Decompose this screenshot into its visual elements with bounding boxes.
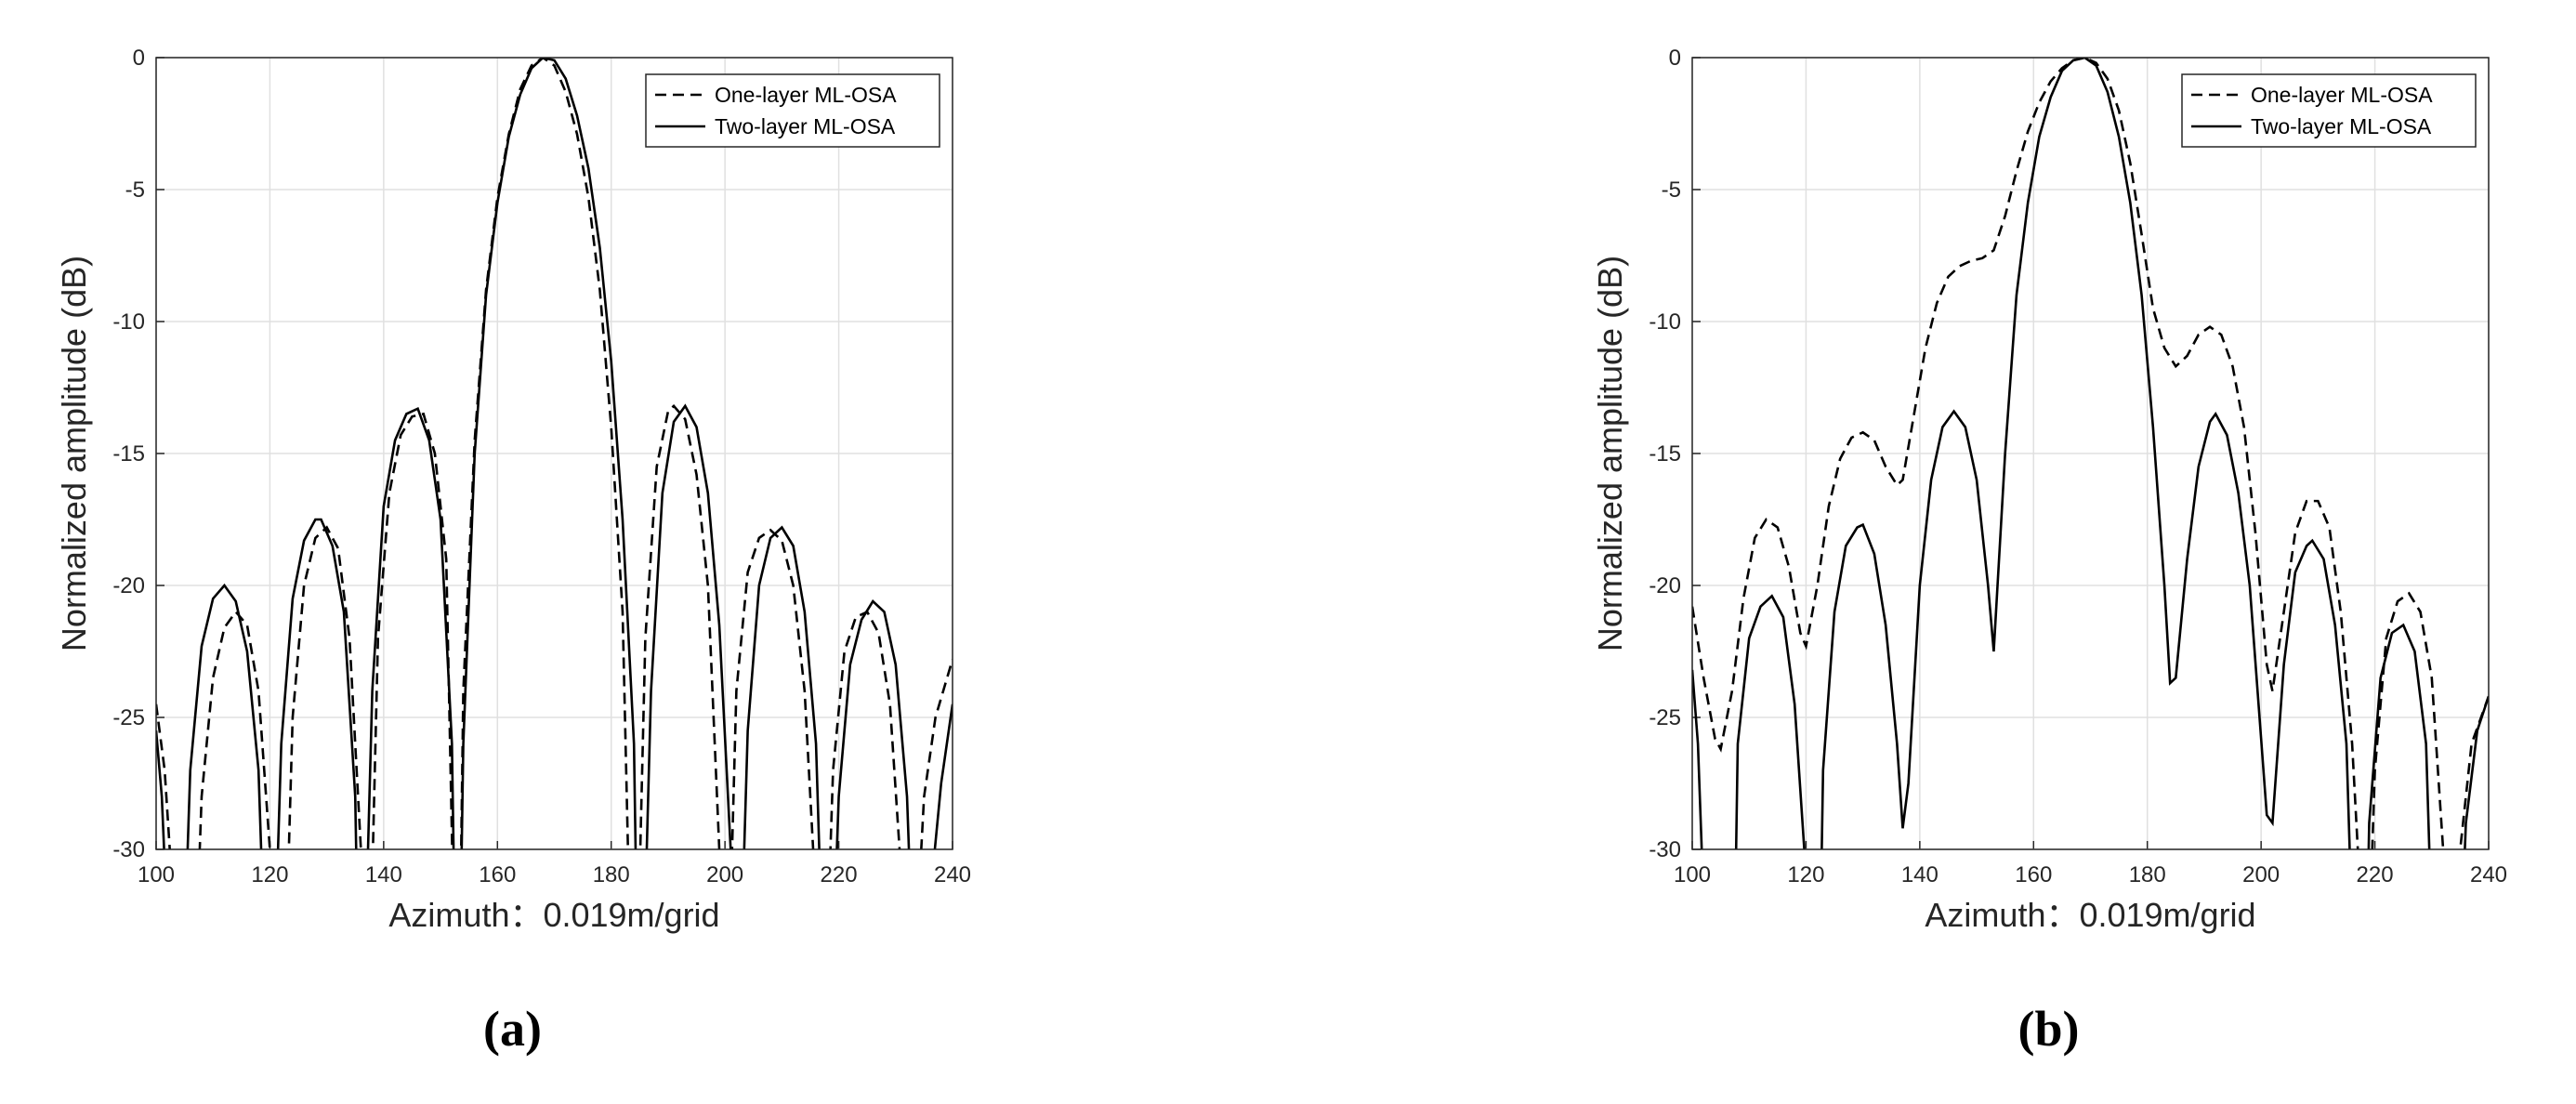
x-tick-label: 100 xyxy=(1674,862,1711,887)
y-tick-label: -30 xyxy=(1649,837,1681,862)
x-tick-label: 120 xyxy=(251,862,288,887)
legend-label: One-layer ML-OSA xyxy=(2251,83,2433,107)
y-tick-label: -15 xyxy=(112,441,145,467)
y-tick-label: -10 xyxy=(1649,309,1681,335)
legend-box xyxy=(2181,73,2477,148)
x-tick-label: 220 xyxy=(821,862,858,887)
y-tick-label: -30 xyxy=(112,837,145,862)
y-axis-label: Normalized amplitude (dB) xyxy=(55,256,93,651)
x-tick-label: 240 xyxy=(2470,862,2507,887)
x-tick-label: 140 xyxy=(1901,862,1939,887)
data-line xyxy=(156,58,953,849)
x-tick-label: 240 xyxy=(934,862,971,887)
data-line xyxy=(1692,58,2489,849)
legend-label: One-layer ML-OSA xyxy=(715,83,897,107)
legend-label: Two-layer ML-OSA xyxy=(2251,114,2432,138)
x-tick-label: 140 xyxy=(365,862,402,887)
x-axis-label: Azimuth：0.019m/grid xyxy=(1925,896,2255,934)
x-tick-label: 180 xyxy=(2129,862,2166,887)
x-tick-label: 200 xyxy=(706,862,743,887)
chart: 100 120 140 160 180 200 220 240 -30 -25 -20 -15 -10 -… xyxy=(55,46,971,1057)
y-tick-label: -20 xyxy=(1649,573,1681,598)
y-tick-label: -5 xyxy=(1662,177,1681,203)
caption: (b) xyxy=(2018,1001,2080,1057)
y-tick-label: -25 xyxy=(112,705,145,730)
caption: (a) xyxy=(483,1001,542,1057)
y-tick-label: -20 xyxy=(112,573,145,598)
y-tick-label: -15 xyxy=(1649,441,1681,467)
x-tick-label: 160 xyxy=(479,862,516,887)
x-tick-label: 220 xyxy=(2357,862,2394,887)
y-tick-label: 0 xyxy=(1669,46,1681,71)
axes-box xyxy=(1691,57,2490,850)
x-tick-label: 160 xyxy=(2015,862,2052,887)
axes-box xyxy=(155,57,953,850)
data-line xyxy=(156,58,953,849)
legend-box xyxy=(645,73,940,148)
x-tick-label: 120 xyxy=(1787,862,1824,887)
x-tick-label: 200 xyxy=(2242,862,2280,887)
x-axis-label: Azimuth：0.019m/grid xyxy=(388,896,719,934)
y-tick-label: 0 xyxy=(133,46,145,71)
chart: 100 120 140 160 180 200 220 240 -30 -25 -20 -15 -10 -… xyxy=(1591,46,2507,1057)
y-axis-label: Normalized amplitude (dB) xyxy=(1591,256,1629,651)
y-tick-label: -25 xyxy=(1649,705,1681,730)
y-tick-label: -5 xyxy=(125,177,145,203)
y-tick-label: -10 xyxy=(112,309,145,335)
x-tick-label: 100 xyxy=(138,862,175,887)
x-tick-label: 180 xyxy=(593,862,630,887)
legend-label: Two-layer ML-OSA xyxy=(715,114,896,138)
